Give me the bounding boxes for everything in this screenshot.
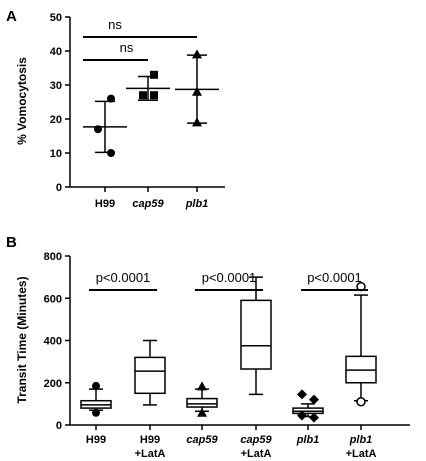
panel-a-data-point	[150, 70, 158, 79]
panel-b-box	[186, 397, 218, 408]
panel-b-outlier	[309, 394, 319, 405]
panel-a-y-tick-label: 20	[50, 114, 62, 126]
panel-b-outlier	[92, 408, 100, 417]
panel-b-y-tick-label: 400	[44, 336, 62, 348]
panel-b-outlier	[356, 397, 366, 407]
panel-b-outlier	[197, 381, 207, 391]
panel-b-category-sublabel: +LatA	[346, 448, 377, 460]
panel-a-y-tick-label: 0	[56, 182, 62, 194]
panel-b-significance-label: p<0.0001	[307, 270, 362, 285]
panel-a-y-tick-label: 10	[50, 148, 62, 160]
panel-b-category-sublabel: +LatA	[135, 448, 166, 460]
panel-b-category-label: H99	[86, 434, 106, 446]
panel-a-data-point	[107, 94, 115, 103]
panel-b-significance-label: p<0.0001	[202, 270, 257, 285]
panel-b-category-label: plb1	[296, 434, 320, 446]
panel-a-y-tick-label: 30	[50, 80, 62, 92]
panel-b-outlier	[309, 412, 319, 423]
panel-b-outlier	[297, 410, 307, 421]
panel-b-y-tick-label: 200	[44, 378, 62, 390]
panel-b-outlier	[197, 407, 207, 417]
panel-a-data-point	[94, 125, 102, 134]
panel-a-category-label: plb1	[185, 198, 209, 210]
panel-b-significance-label: p<0.0001	[96, 270, 151, 285]
panel-b-y-tick-label: 600	[44, 293, 62, 305]
panel-a-category-label: cap59	[132, 198, 164, 210]
panel-a-category-label: H99	[95, 198, 115, 210]
panel-a-y-tick-label: 40	[50, 46, 62, 58]
panel-a-letter: A	[6, 8, 17, 25]
panel-b-outlier	[92, 381, 100, 390]
panel-a-significance-label: ns	[108, 17, 122, 32]
panel-b-outlier	[297, 389, 307, 400]
panel-b-box	[240, 299, 272, 370]
panel-a-plot: 0 10 20 30 40 50 H99 cap59 plb1 ns ns	[50, 12, 225, 210]
panel-b-category-label: H99	[140, 434, 160, 446]
panel-a-data-point	[192, 86, 202, 96]
panel-b-y-tick-label: 0	[56, 420, 62, 432]
panel-a-data-point	[107, 149, 115, 157]
panel-a-significance-label: ns	[120, 40, 134, 55]
panel-b-y-tick-label: 800	[44, 251, 62, 263]
panel-a-y-axis-label: % Vomocytosis	[15, 57, 29, 145]
panel-b-plot: 0 200 400 600 800 H99 H99 +LatA cap59 cap59 +LatA p…	[44, 251, 410, 460]
panel-b-category-label: cap59	[240, 434, 272, 446]
panel-b-category-label: cap59	[186, 434, 218, 446]
panel-a-y-tick-label: 50	[50, 12, 62, 24]
panel-a-data-point	[150, 91, 158, 100]
panel-b-category-label: plb1	[349, 434, 373, 446]
panel-a-data-point	[192, 49, 202, 59]
panel-b-category-sublabel: +LatA	[241, 448, 272, 460]
panel-a-data-point	[139, 91, 147, 100]
panel-b-y-axis-label: Transit Time (Minutes)	[15, 276, 29, 403]
panel-b-ylabel: Transit Time (Minutes)	[15, 276, 29, 403]
panel-b-box	[134, 356, 166, 395]
panel-b-letter: B	[6, 234, 17, 251]
panel-a-ylabel: % Vomocytosis	[15, 57, 29, 145]
panel-a-data-point	[192, 117, 202, 127]
